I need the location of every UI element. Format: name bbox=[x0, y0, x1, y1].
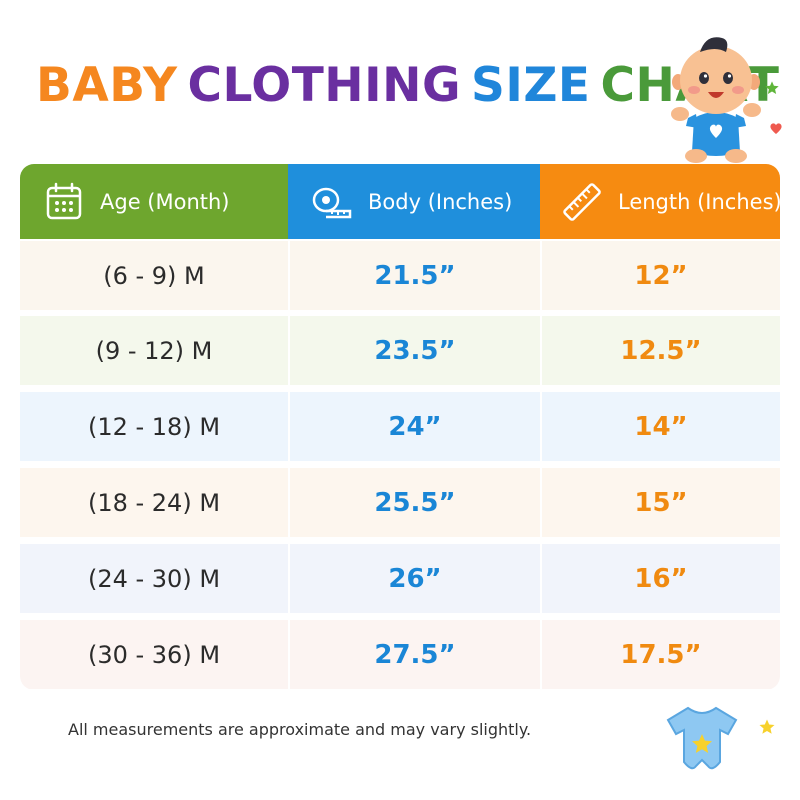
age-cell: (6 - 9) M bbox=[103, 261, 205, 290]
body-cell: 24” bbox=[288, 392, 540, 461]
table-row: (24 - 30) M 26” 16” bbox=[20, 542, 780, 613]
age-cell: (24 - 30) M bbox=[87, 564, 221, 593]
body-cell: 23.5” bbox=[288, 316, 540, 385]
onesie-icon bbox=[662, 700, 742, 780]
table-header: Age (Month) Body (Inches) bbox=[20, 164, 780, 239]
title-word-size: SIZE bbox=[471, 58, 591, 113]
yellow-star-icon bbox=[759, 719, 775, 734]
age-cell: (9 - 12) M bbox=[95, 336, 213, 365]
length-cell: 15” bbox=[540, 468, 780, 537]
age-cell: (18 - 24) M bbox=[87, 488, 221, 517]
measuring-tape-icon bbox=[310, 182, 354, 222]
header-body-label: Body (Inches) bbox=[368, 189, 513, 214]
age-cell: (12 - 18) M bbox=[87, 412, 221, 441]
heart-icon bbox=[770, 123, 782, 134]
page-title: BABYCLOTHINGSIZECHART bbox=[36, 58, 779, 113]
length-cell: 14” bbox=[540, 392, 780, 461]
body-cell: 27.5” bbox=[288, 620, 540, 689]
size-chart-table: Age (Month) Body (Inches) bbox=[20, 164, 780, 690]
length-cell: 12” bbox=[540, 241, 780, 310]
length-cell: 12.5” bbox=[540, 316, 780, 385]
body-cell: 25.5” bbox=[288, 468, 540, 537]
header-age-label: Age (Month) bbox=[100, 189, 230, 214]
header-age: Age (Month) bbox=[20, 164, 288, 239]
age-cell: (30 - 36) M bbox=[87, 640, 221, 669]
length-cell: 16” bbox=[540, 544, 780, 613]
table-row: (6 - 9) M 21.5” 12” bbox=[20, 239, 780, 310]
ruler-icon bbox=[560, 182, 604, 222]
title-word-clothing: CLOTHING bbox=[187, 58, 462, 113]
header-length: Length (Inches) bbox=[540, 164, 780, 239]
header-body: Body (Inches) bbox=[288, 164, 540, 239]
title-word-baby: BABY bbox=[36, 58, 178, 113]
table-row: (30 - 36) M 27.5” 17.5” bbox=[20, 618, 780, 689]
calendar-icon bbox=[42, 182, 86, 222]
footnote: All measurements are approximate and may… bbox=[68, 720, 532, 739]
table-row: (12 - 18) M 24” 14” bbox=[20, 390, 780, 461]
length-cell: 17.5” bbox=[540, 620, 780, 689]
baby-icon bbox=[666, 26, 766, 166]
green-star-icon bbox=[765, 81, 779, 94]
body-cell: 21.5” bbox=[288, 241, 540, 310]
header-length-label: Length (Inches) bbox=[618, 189, 780, 214]
table-row: (9 - 12) M 23.5” 12.5” bbox=[20, 314, 780, 385]
table-row: (18 - 24) M 25.5” 15” bbox=[20, 466, 780, 537]
body-cell: 26” bbox=[288, 544, 540, 613]
